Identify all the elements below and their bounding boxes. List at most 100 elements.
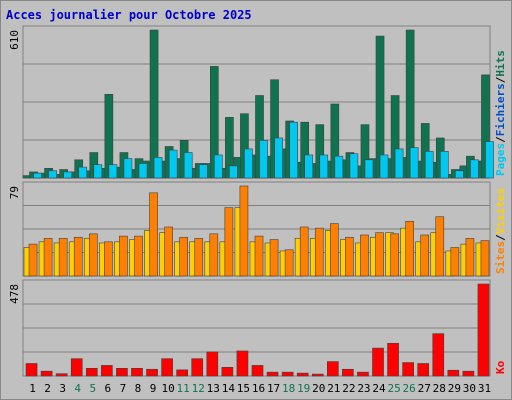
bar-sites-day-3 (58, 238, 68, 277)
bar-ko-day-2 (40, 370, 53, 377)
bar-ko-day-29 (447, 369, 460, 377)
x-tick-label-day-15: 15 (237, 382, 250, 395)
x-tick-label-day-12: 12 (192, 382, 205, 395)
legend-item: / (494, 136, 507, 143)
bar-sites-day-15 (239, 185, 249, 277)
bar-fichiers-day-24 (379, 154, 389, 179)
bar-sites-day-30 (465, 238, 475, 277)
bar-fichiers-day-17 (274, 137, 283, 179)
bar-ko-day-12 (191, 358, 204, 377)
bar-ko-day-8 (131, 368, 143, 377)
bar-fichiers-day-26 (409, 147, 419, 179)
bar-sites-day-17 (269, 239, 279, 277)
bar-ko-day-16 (251, 365, 264, 377)
bar-fichiers-day-20 (319, 154, 329, 179)
bar-sites-day-31 (480, 240, 490, 277)
x-tick-label-day-7: 7 (120, 382, 127, 395)
bar-sites-day-23 (360, 234, 369, 277)
bar-sites-day-7 (119, 235, 128, 277)
bar-fichiers-day-1 (33, 172, 42, 179)
bar-fichiers-day-21 (334, 155, 344, 179)
bar-ko-day-20 (311, 373, 324, 377)
x-tick-label-day-20: 20 (312, 382, 325, 395)
bar-fichiers-day-12 (198, 164, 208, 179)
x-tick-label-day-26: 26 (403, 382, 416, 395)
bar-fichiers-day-7 (123, 158, 133, 179)
x-tick-label-day-21: 21 (327, 382, 340, 395)
bar-fichiers-day-2 (48, 170, 57, 179)
x-tick-label-day-28: 28 (433, 382, 446, 395)
x-tick-label-day-22: 22 (342, 382, 355, 395)
bar-fichiers-day-3 (63, 171, 73, 179)
bar-ko-day-13 (206, 351, 219, 377)
bar-sites-day-16 (254, 235, 264, 277)
bar-sites-day-29 (450, 247, 460, 277)
bar-ko-day-15 (236, 350, 249, 377)
x-tick-label-day-8: 8 (135, 382, 142, 395)
bar-fichiers-day-27 (424, 151, 434, 179)
bar-sites-day-10 (164, 226, 173, 277)
bar-fichiers-day-10 (168, 149, 178, 179)
legend-item: / (494, 76, 507, 83)
bar-sites-day-14 (224, 207, 234, 277)
bar-fichiers-day-14 (229, 165, 238, 179)
bar-sites-day-18 (284, 249, 294, 277)
bar-sites-day-20 (314, 227, 324, 277)
y-max-label: 610 (8, 30, 21, 50)
bar-sites-day-6 (104, 241, 113, 277)
x-tick-label-day-5: 5 (89, 382, 96, 395)
x-tick-label-day-9: 9 (150, 382, 157, 395)
bar-fichiers-day-29 (455, 170, 464, 179)
bar-fichiers-day-15 (244, 148, 253, 179)
bar-ko-day-4 (70, 358, 83, 377)
x-tick-label-day-6: 6 (105, 382, 112, 395)
bar-sites-day-2 (43, 238, 53, 277)
bar-hits-day-9 (149, 29, 159, 179)
bar-sites-day-19 (299, 226, 309, 277)
bar-ko-day-23 (357, 371, 369, 377)
x-tick-label-day-27: 27 (418, 382, 431, 395)
bar-fichiers-day-4 (78, 166, 88, 179)
bar-ko-day-22 (342, 368, 354, 377)
bar-ko-day-3 (55, 373, 68, 377)
legend-item: / (494, 234, 507, 241)
bar-ko-day-25 (387, 342, 399, 377)
x-tick-label-day-31: 31 (478, 382, 491, 395)
bar-fichiers-day-28 (439, 151, 449, 179)
x-tick-label-day-17: 17 (267, 382, 280, 395)
legend-2: Sites/Visites (494, 188, 507, 274)
x-tick-label-day-16: 16 (252, 382, 265, 395)
bar-ko-day-21 (326, 361, 339, 377)
bar-sites-day-8 (134, 235, 143, 277)
bar-fichiers-day-30 (470, 159, 479, 179)
bar-fichiers-day-11 (183, 152, 193, 179)
bar-ko-day-30 (462, 370, 475, 377)
panel-2: 79 Sites/Visites (8, 181, 507, 277)
bar-sites-day-1 (28, 243, 38, 277)
bar-ko-day-1 (25, 363, 38, 377)
bar-sites-day-21 (330, 223, 339, 277)
x-tick-label-day-10: 10 (161, 382, 174, 395)
bar-fichiers-day-23 (364, 159, 374, 179)
x-axis-labels: 1 2 3 4 5 6 7 8 9 10 11 12 13 14 15 16 17 18 19 20 21 22 23 24 2… (29, 382, 491, 395)
legend-3: Ko (494, 360, 507, 374)
bar-ko-day-9 (146, 368, 158, 377)
bar-fichiers-day-25 (394, 148, 404, 179)
bar-ko-day-7 (116, 368, 128, 377)
y-max-label: 478 (8, 284, 21, 304)
x-tick-label-day-1: 1 (29, 382, 36, 395)
bar-ko-day-26 (402, 362, 414, 377)
bar-fichiers-day-8 (138, 163, 148, 179)
x-tick-label-day-30: 30 (463, 382, 476, 395)
bar-sites-day-4 (73, 236, 83, 277)
bar-ko-day-27 (417, 363, 430, 377)
bar-ko-day-28 (432, 333, 445, 377)
bar-sites-day-13 (209, 233, 219, 277)
x-tick-label-day-29: 29 (448, 382, 461, 395)
x-tick-label-day-19: 19 (297, 382, 310, 395)
bar-sites-day-24 (375, 232, 384, 277)
bar-ko-day-18 (281, 371, 294, 377)
bar-fichiers-day-31 (485, 141, 494, 179)
